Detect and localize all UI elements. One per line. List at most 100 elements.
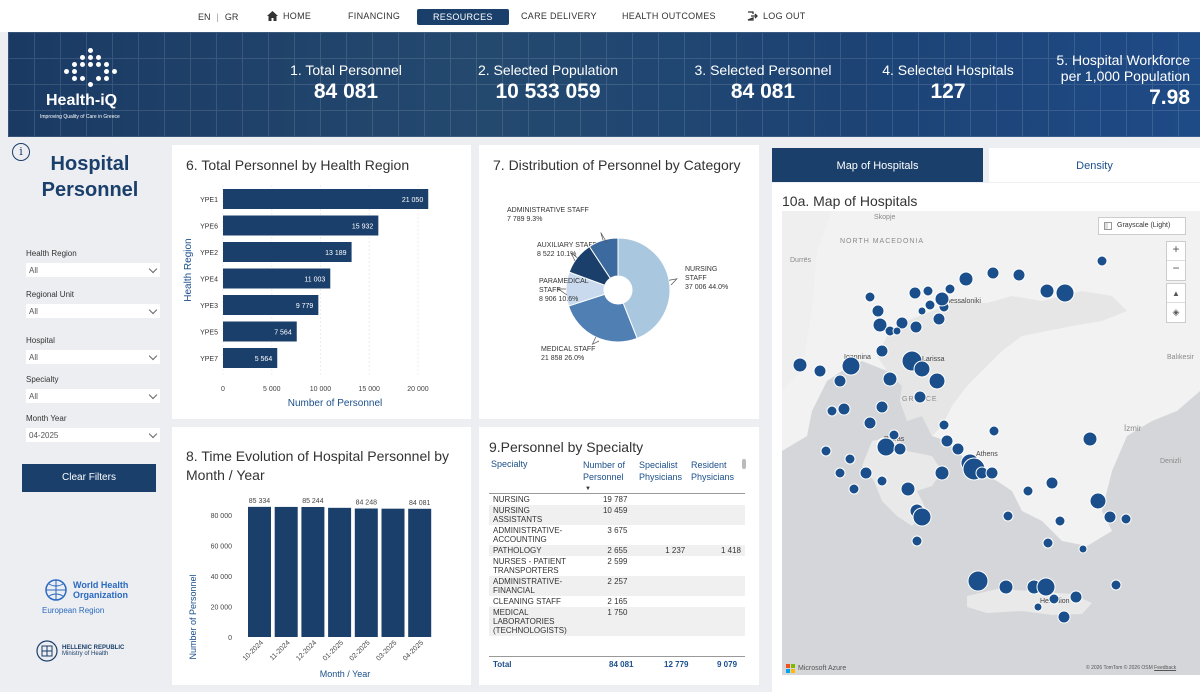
nav-care-delivery[interactable]: CARE DELIVERY: [521, 11, 597, 21]
hospital-marker[interactable]: [813, 364, 827, 378]
hospital-marker[interactable]: [1022, 485, 1034, 497]
vbar-bar-10-2024[interactable]: [248, 506, 271, 637]
regional-unit-select[interactable]: All: [26, 304, 160, 318]
hospital-marker[interactable]: [876, 475, 888, 487]
table-row[interactable]: MEDICAL LABORATORIES (TECHNOLOGISTS) 1 75…: [489, 607, 745, 636]
hospital-marker[interactable]: [934, 465, 950, 481]
col-personnel[interactable]: Number of Personnel ▼: [583, 459, 625, 495]
hospital-marker[interactable]: [1120, 513, 1132, 525]
hospital-marker[interactable]: [864, 291, 876, 303]
hospital-marker[interactable]: [1002, 510, 1014, 522]
hospital-marker[interactable]: [958, 271, 974, 287]
vbar-bar-01-2025[interactable]: [328, 507, 352, 637]
table-row[interactable]: PATHOLOGY 2 655 1 237 1 418: [489, 545, 745, 556]
hospital-marker[interactable]: [844, 453, 856, 465]
hospital-marker[interactable]: [986, 266, 1000, 280]
hospital-marker[interactable]: [892, 326, 902, 336]
map-style-picker[interactable]: Grayscale (Light): [1098, 217, 1186, 235]
hospital-marker[interactable]: [888, 429, 900, 441]
hospital-marker[interactable]: [1089, 492, 1107, 510]
hbar-bar-ype1[interactable]: [223, 189, 429, 209]
hospital-marker[interactable]: [820, 445, 832, 457]
tilt-icon[interactable]: ▲: [1167, 284, 1185, 303]
hospital-marker[interactable]: [932, 312, 946, 326]
donut-slice-medical-staff[interactable]: [567, 293, 638, 343]
hospital-marker[interactable]: [882, 371, 898, 387]
hospital-marker[interactable]: [913, 360, 931, 378]
hospital-marker[interactable]: [1054, 515, 1066, 527]
hospital-marker[interactable]: [934, 291, 950, 307]
tab-map-of-hospitals[interactable]: Map of Hospitals: [772, 148, 983, 182]
hospital-marker[interactable]: [938, 419, 950, 431]
donut-slice-administrative-staff[interactable]: [588, 237, 619, 279]
hospital-marker[interactable]: [1042, 537, 1054, 549]
hbar-bar-ype6[interactable]: [223, 215, 379, 236]
hospital-marker[interactable]: [1048, 593, 1060, 605]
nav-resources[interactable]: RESOURCES: [417, 9, 509, 25]
hospital-marker[interactable]: [1055, 283, 1075, 303]
col-specialty[interactable]: Specialty: [491, 459, 528, 469]
table-row[interactable]: NURSING 19 787: [489, 494, 745, 505]
hospital-marker[interactable]: [1103, 510, 1117, 524]
hospital-select[interactable]: All: [26, 350, 160, 364]
hospital-marker[interactable]: [951, 442, 965, 456]
hospital-marker[interactable]: [912, 507, 932, 527]
hospital-marker[interactable]: [928, 372, 946, 390]
hospital-marker[interactable]: [859, 466, 873, 480]
hospital-marker[interactable]: [908, 286, 922, 300]
health-region-select[interactable]: All: [26, 263, 160, 277]
table-row[interactable]: NURSING ASSISTANTS 10 459: [489, 505, 745, 525]
hbar-bar-ype3[interactable]: [223, 295, 319, 315]
month-year-select[interactable]: 04-2025: [26, 428, 160, 442]
hospital-marker[interactable]: [1096, 255, 1108, 267]
table-row[interactable]: NURSES - PATIENT TRANSPORTERS 2 599: [489, 556, 745, 576]
hospital-markers[interactable]: [792, 255, 1132, 624]
hospital-marker[interactable]: [875, 344, 889, 358]
hospital-marker[interactable]: [1033, 602, 1043, 612]
table-row[interactable]: ADMINISTRATIVE- ACCOUNTING 3 675: [489, 525, 745, 545]
nav-health-outcomes[interactable]: HEALTH OUTCOMES: [622, 11, 716, 21]
table-row[interactable]: ADMINISTRATIVE- FINANCIAL 2 257: [489, 576, 745, 596]
compass-icon[interactable]: ◈: [1172, 307, 1180, 317]
zoom-in-button[interactable]: +: [1167, 242, 1185, 261]
nav-log-out[interactable]: LOG OUT: [747, 11, 806, 21]
hospital-marker[interactable]: [940, 434, 954, 448]
table-scrollbar[interactable]: [742, 459, 746, 469]
hbar-bar-ype4[interactable]: [223, 268, 331, 289]
specialty-select[interactable]: All: [26, 389, 160, 403]
hospital-marker[interactable]: [1082, 431, 1098, 447]
hospital-marker[interactable]: [826, 405, 838, 417]
hospital-marker[interactable]: [1045, 476, 1059, 490]
vbar-bar-03-2025[interactable]: [381, 508, 405, 637]
hospital-marker[interactable]: [922, 285, 934, 297]
hbar-bar-ype2[interactable]: [223, 242, 352, 262]
hbar-bar-ype5[interactable]: [223, 321, 297, 342]
hospital-marker[interactable]: [1012, 268, 1026, 282]
nav-financing[interactable]: FINANCING: [348, 11, 401, 21]
hospital-marker[interactable]: [863, 416, 877, 430]
hospital-marker[interactable]: [917, 306, 927, 316]
table-row[interactable]: CLEANING STAFF 2 165: [489, 596, 745, 607]
map-of-hospitals[interactable]: Skopje NORTH MACEDONIA Durrës Thessaloni…: [782, 211, 1200, 675]
col-specialist[interactable]: Specialist Physicians: [639, 459, 682, 483]
hospital-marker[interactable]: [1110, 579, 1122, 591]
hospital-marker[interactable]: [1039, 283, 1055, 299]
hospital-marker[interactable]: [875, 400, 889, 414]
hospital-marker[interactable]: [1057, 610, 1071, 624]
zoom-out-button[interactable]: −: [1172, 261, 1180, 275]
hospital-marker[interactable]: [998, 579, 1014, 595]
lang-gr-button[interactable]: GR: [224, 12, 239, 22]
hospital-marker[interactable]: [900, 481, 916, 497]
hospital-marker[interactable]: [841, 356, 861, 376]
tab-density[interactable]: Density: [989, 148, 1200, 182]
hospital-marker[interactable]: [988, 425, 1000, 437]
hospital-marker[interactable]: [1078, 544, 1088, 554]
hospital-marker[interactable]: [876, 437, 896, 457]
vbar-bar-12-2024[interactable]: [301, 507, 325, 637]
hospital-marker[interactable]: [833, 374, 847, 388]
hospital-marker[interactable]: [1036, 577, 1056, 597]
hospital-marker[interactable]: [967, 570, 989, 592]
nav-home[interactable]: HOME: [267, 11, 311, 21]
donut-slice-nursing[interactable]: [617, 237, 671, 340]
hospital-marker[interactable]: [848, 483, 860, 495]
